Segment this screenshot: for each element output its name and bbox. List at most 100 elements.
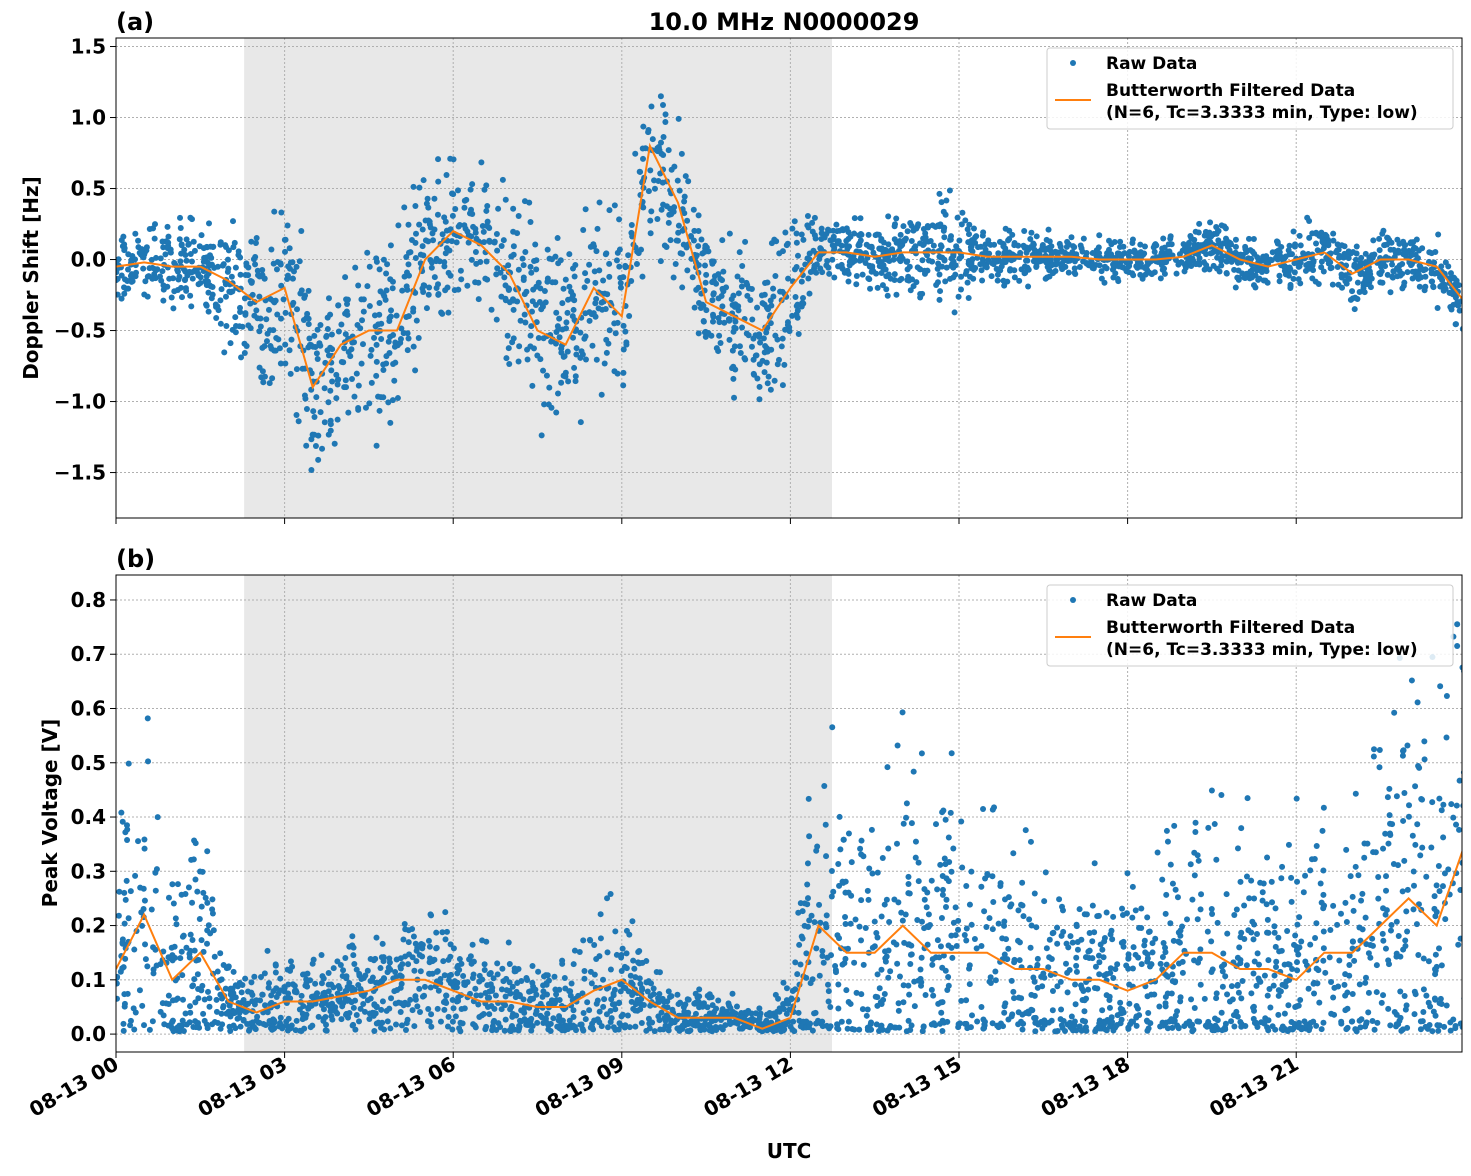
raw-data-point — [1063, 961, 1069, 967]
raw-data-point — [145, 758, 151, 764]
legend-raw-marker — [1070, 60, 1076, 66]
raw-data-point — [955, 215, 961, 221]
raw-data-point — [675, 230, 681, 236]
raw-data-point — [731, 395, 737, 401]
raw-data-point — [1144, 1018, 1150, 1024]
raw-data-point — [730, 348, 736, 354]
raw-data-point — [812, 263, 818, 269]
raw-data-point — [1131, 248, 1137, 254]
raw-data-point — [1001, 918, 1007, 924]
raw-data-point — [252, 261, 258, 267]
raw-data-point — [964, 926, 970, 932]
raw-data-point — [494, 248, 500, 254]
raw-data-point — [605, 341, 611, 347]
raw-data-point — [1193, 820, 1199, 826]
raw-data-point — [141, 886, 147, 892]
raw-data-point — [625, 1012, 631, 1018]
raw-data-point — [1276, 273, 1282, 279]
raw-data-point — [118, 810, 124, 816]
y-tick-label: 0.3 — [71, 859, 106, 883]
raw-data-point — [1278, 875, 1284, 881]
raw-data-point — [333, 395, 339, 401]
raw-data-point — [1251, 921, 1257, 927]
raw-data-point — [453, 1013, 459, 1019]
raw-data-point — [548, 405, 554, 411]
raw-data-point — [500, 177, 506, 183]
raw-data-point — [824, 955, 830, 961]
raw-data-point — [1090, 265, 1096, 271]
raw-data-point — [171, 901, 177, 907]
raw-data-point — [991, 804, 997, 810]
raw-data-point — [1241, 275, 1247, 281]
raw-data-point — [1231, 1024, 1237, 1030]
raw-data-point — [866, 232, 872, 238]
raw-data-point — [1280, 1023, 1286, 1029]
raw-data-point — [1012, 957, 1018, 963]
raw-data-point — [703, 280, 709, 286]
raw-data-point — [1233, 237, 1239, 243]
raw-data-point — [549, 256, 555, 262]
raw-data-point — [282, 237, 288, 243]
raw-data-point — [765, 380, 771, 386]
raw-data-point — [605, 949, 611, 955]
raw-data-point — [364, 250, 370, 256]
raw-data-point — [1004, 956, 1010, 962]
raw-data-point — [357, 325, 363, 331]
raw-data-point — [831, 234, 837, 240]
raw-data-point — [1267, 1005, 1273, 1011]
raw-data-point — [591, 942, 597, 948]
raw-data-point — [1096, 232, 1102, 238]
raw-data-point — [198, 987, 204, 993]
raw-data-point — [848, 1001, 854, 1007]
raw-data-point — [946, 943, 952, 949]
raw-data-point — [1158, 252, 1164, 258]
raw-data-point — [1343, 847, 1349, 853]
raw-data-point — [1394, 919, 1400, 925]
raw-data-point — [1433, 952, 1439, 958]
raw-data-point — [128, 1018, 134, 1024]
raw-data-point — [893, 215, 899, 221]
y-tick-label: −1.0 — [54, 390, 106, 414]
raw-data-point — [1072, 270, 1078, 276]
raw-data-point — [251, 974, 257, 980]
raw-data-point — [506, 286, 512, 292]
raw-data-point — [501, 237, 507, 243]
raw-data-point — [827, 1004, 833, 1010]
raw-data-point — [948, 810, 954, 816]
raw-data-point — [1375, 874, 1381, 880]
raw-data-point — [458, 268, 464, 274]
raw-data-point — [226, 289, 232, 295]
raw-data-point — [315, 433, 321, 439]
raw-data-point — [1328, 979, 1334, 985]
raw-data-point — [800, 237, 806, 243]
raw-data-point — [1245, 795, 1251, 801]
raw-data-point — [1208, 250, 1214, 256]
raw-data-point — [160, 298, 166, 304]
raw-data-point — [907, 220, 913, 226]
raw-data-point — [188, 857, 194, 863]
raw-data-point — [834, 932, 840, 938]
raw-data-point — [589, 980, 595, 986]
raw-data-point — [1351, 958, 1357, 964]
raw-data-point — [469, 181, 475, 187]
raw-data-point — [1415, 952, 1421, 958]
raw-data-point — [533, 266, 539, 272]
raw-data-point — [1313, 1023, 1319, 1029]
raw-data-point — [1159, 877, 1165, 883]
raw-data-point — [1422, 756, 1428, 762]
raw-data-point — [294, 412, 300, 418]
raw-data-point — [1434, 882, 1440, 888]
raw-data-point — [1069, 249, 1075, 255]
raw-data-point — [880, 855, 886, 861]
raw-data-point — [1193, 229, 1199, 235]
raw-data-point — [599, 392, 605, 398]
raw-data-point — [191, 239, 197, 245]
raw-data-point — [1207, 230, 1213, 236]
raw-data-point — [1400, 818, 1406, 824]
raw-data-point — [1460, 326, 1466, 332]
raw-data-point — [1412, 842, 1418, 848]
raw-data-point — [412, 367, 418, 373]
raw-data-point — [1079, 985, 1085, 991]
raw-data-point — [669, 167, 675, 173]
raw-data-point — [863, 925, 869, 931]
